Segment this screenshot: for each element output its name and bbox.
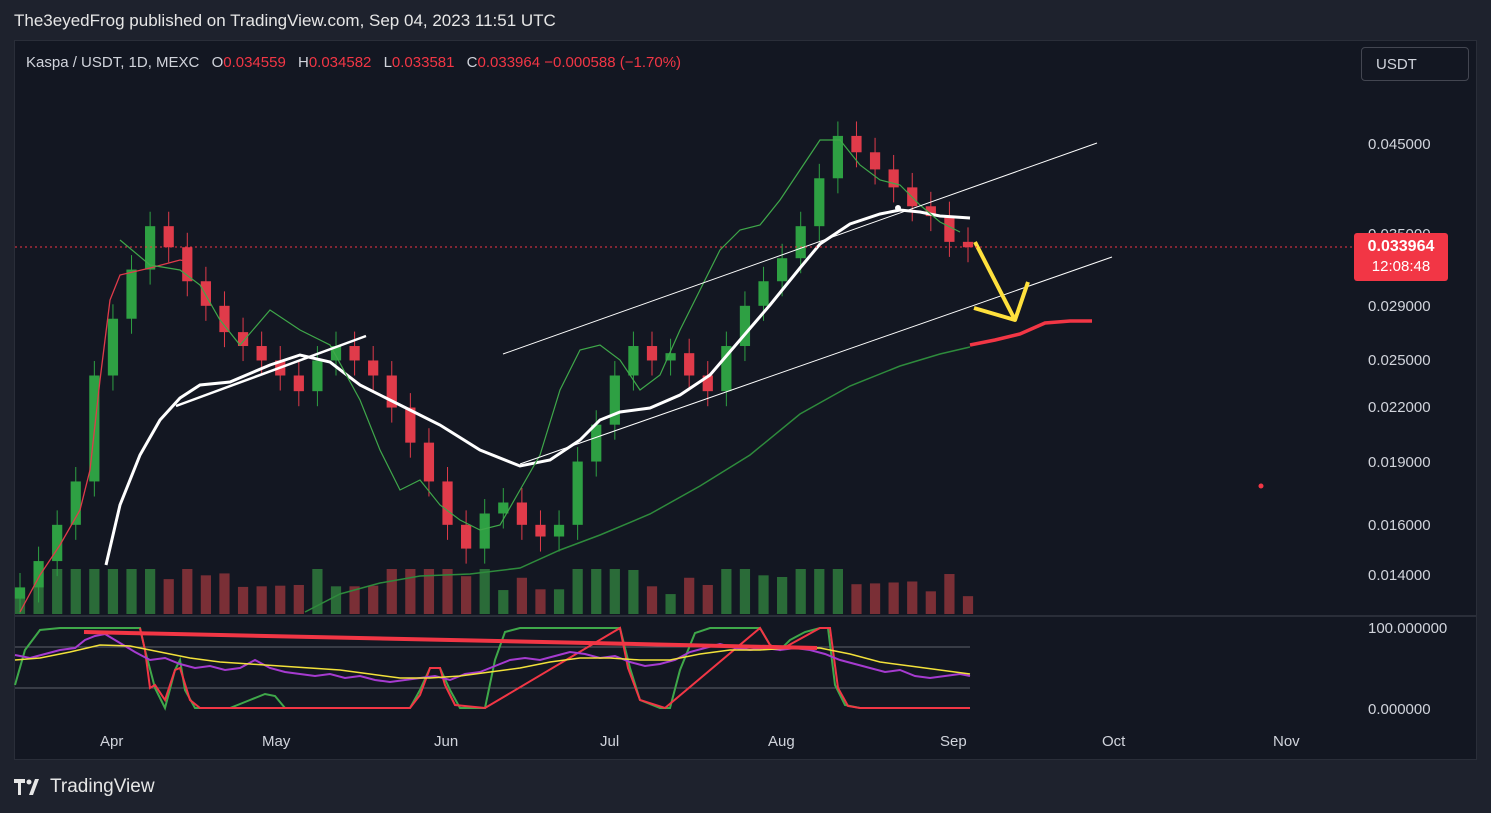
- high-label: H: [297, 54, 309, 71]
- last-price-tag: 0.033964 12:08:48: [1354, 233, 1448, 281]
- brand-name: TradingView: [50, 776, 155, 797]
- high-value: 0.034582: [308, 54, 372, 71]
- close-label: C: [466, 54, 478, 71]
- tradingview-logo[interactable]: TradingView: [14, 776, 155, 798]
- candle-countdown: 12:08:48: [1371, 258, 1431, 275]
- last-price-value: 0.033964: [1367, 238, 1435, 255]
- ohlc-legend: Kaspa / USDT, 1D, MEXC O0.034559 H0.0345…: [26, 54, 681, 71]
- open-value: 0.034559: [223, 54, 286, 71]
- change-value: −0.000588 (−1.70%): [544, 54, 682, 71]
- open-label: O: [211, 54, 224, 71]
- low-value: 0.033581: [391, 54, 455, 71]
- symbol-label[interactable]: Kaspa / USDT, 1D, MEXC: [26, 54, 200, 71]
- close-value: 0.033964: [477, 54, 541, 71]
- tradingview-logo-icon: [14, 779, 39, 795]
- low-label: L: [383, 54, 392, 71]
- chart-frame[interactable]: [14, 40, 1477, 760]
- publisher-line: The3eyedFrog published on TradingView.co…: [14, 11, 556, 30]
- currency-button[interactable]: USDT: [1361, 47, 1469, 81]
